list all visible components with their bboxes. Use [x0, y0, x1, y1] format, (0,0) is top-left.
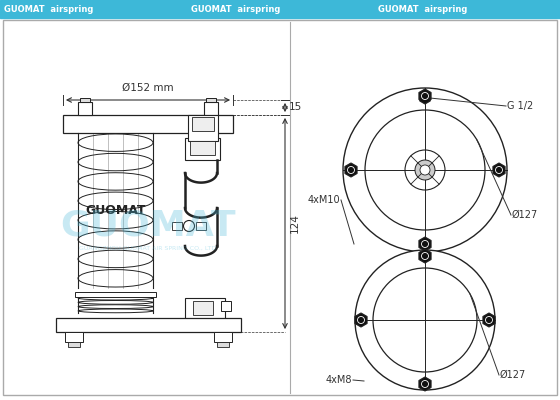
- Circle shape: [422, 92, 428, 100]
- Bar: [185, 138, 220, 160]
- Text: GUOMAT  airspring: GUOMAT airspring: [4, 4, 94, 14]
- Circle shape: [496, 166, 502, 174]
- Bar: [192, 117, 214, 131]
- Bar: [55, 318, 240, 332]
- Circle shape: [422, 240, 428, 248]
- Circle shape: [184, 220, 194, 232]
- Circle shape: [486, 316, 492, 324]
- Bar: [80, 98, 90, 102]
- Circle shape: [415, 160, 435, 180]
- Bar: [78, 102, 92, 115]
- Circle shape: [348, 166, 354, 174]
- Circle shape: [405, 150, 445, 190]
- Bar: [221, 301, 231, 311]
- Bar: [217, 342, 228, 347]
- Circle shape: [422, 252, 428, 260]
- Circle shape: [355, 250, 495, 390]
- Circle shape: [365, 110, 485, 230]
- Ellipse shape: [78, 212, 153, 229]
- Text: GUOMAT  airspring: GUOMAT airspring: [378, 4, 468, 14]
- Bar: [213, 332, 231, 342]
- Bar: [68, 342, 80, 347]
- Text: GUOMAT  airspring: GUOMAT airspring: [191, 4, 281, 14]
- Text: Ø127: Ø127: [500, 370, 526, 380]
- Ellipse shape: [78, 134, 153, 152]
- Ellipse shape: [78, 305, 153, 308]
- Text: GUOMAT: GUOMAT: [85, 204, 146, 217]
- Text: G 1/2: G 1/2: [507, 101, 533, 111]
- Bar: [190, 141, 215, 155]
- Text: GUOMAT: GUOMAT: [60, 208, 236, 242]
- Text: Ø127: Ø127: [512, 210, 538, 220]
- Text: 124: 124: [290, 214, 300, 234]
- Text: GUANGZHOU GUOMAT AIR SPRING CO., LTD: GUANGZHOU GUOMAT AIR SPRING CO., LTD: [80, 246, 217, 250]
- Ellipse shape: [78, 173, 153, 190]
- Bar: [193, 301, 213, 315]
- Text: Ø152 mm: Ø152 mm: [122, 83, 174, 93]
- Text: 4xM8: 4xM8: [325, 375, 352, 385]
- Ellipse shape: [78, 296, 153, 300]
- Circle shape: [420, 165, 430, 175]
- Circle shape: [373, 268, 477, 372]
- Bar: [172, 222, 182, 230]
- Bar: [204, 102, 218, 115]
- Text: 4xM10: 4xM10: [307, 195, 340, 205]
- Bar: [64, 332, 82, 342]
- Bar: [188, 115, 218, 141]
- Ellipse shape: [78, 192, 153, 210]
- Ellipse shape: [78, 153, 153, 171]
- Circle shape: [422, 380, 428, 388]
- Circle shape: [343, 88, 507, 252]
- Bar: [0, 0, 560, 18]
- Bar: [63, 115, 233, 133]
- Bar: [185, 298, 225, 320]
- Ellipse shape: [78, 231, 153, 248]
- Bar: [75, 292, 156, 297]
- Bar: [196, 222, 206, 230]
- Ellipse shape: [78, 300, 153, 304]
- Bar: [206, 98, 216, 102]
- Ellipse shape: [78, 270, 153, 287]
- Text: 15: 15: [289, 102, 302, 112]
- Circle shape: [357, 316, 365, 324]
- Ellipse shape: [78, 250, 153, 268]
- Ellipse shape: [78, 309, 153, 313]
